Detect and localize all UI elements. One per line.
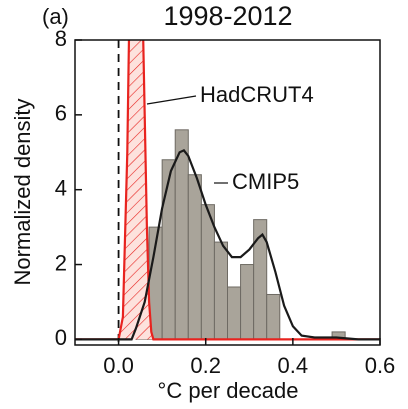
x-tick-label: 0.2: [190, 353, 221, 378]
y-tick-label: 0: [55, 325, 67, 350]
hatched-area: [75, 40, 380, 340]
x-axis-label: °C per decade: [158, 378, 299, 403]
y-tick-label: 6: [55, 101, 67, 126]
chart-title: 1998-2012: [163, 1, 292, 31]
bar: [213, 241, 229, 340]
bar: [240, 264, 255, 340]
x-tick-label: 0.4: [278, 353, 309, 378]
y-tick-label: 2: [55, 250, 67, 275]
series-label: CMIP5: [232, 169, 299, 194]
series-label: HadCRUT4: [200, 82, 314, 107]
y-tick-label: 8: [55, 26, 67, 51]
x-tick-label: 0.0: [103, 353, 134, 378]
leader-line: [146, 95, 197, 105]
density-line: [75, 40, 380, 341]
bar: [227, 286, 242, 340]
x-tick-label: 0.6: [365, 353, 396, 378]
bar: [187, 174, 202, 340]
bar: [174, 129, 189, 340]
plot-frame: [74, 39, 381, 346]
bar: [266, 293, 281, 340]
plot-area: [75, 40, 380, 345]
y-axis-label: Normalized density: [10, 98, 35, 285]
density-line: [75, 149, 380, 341]
bar: [161, 159, 176, 340]
y-tick-label: 4: [55, 176, 67, 201]
panel-label: (a): [42, 4, 69, 29]
